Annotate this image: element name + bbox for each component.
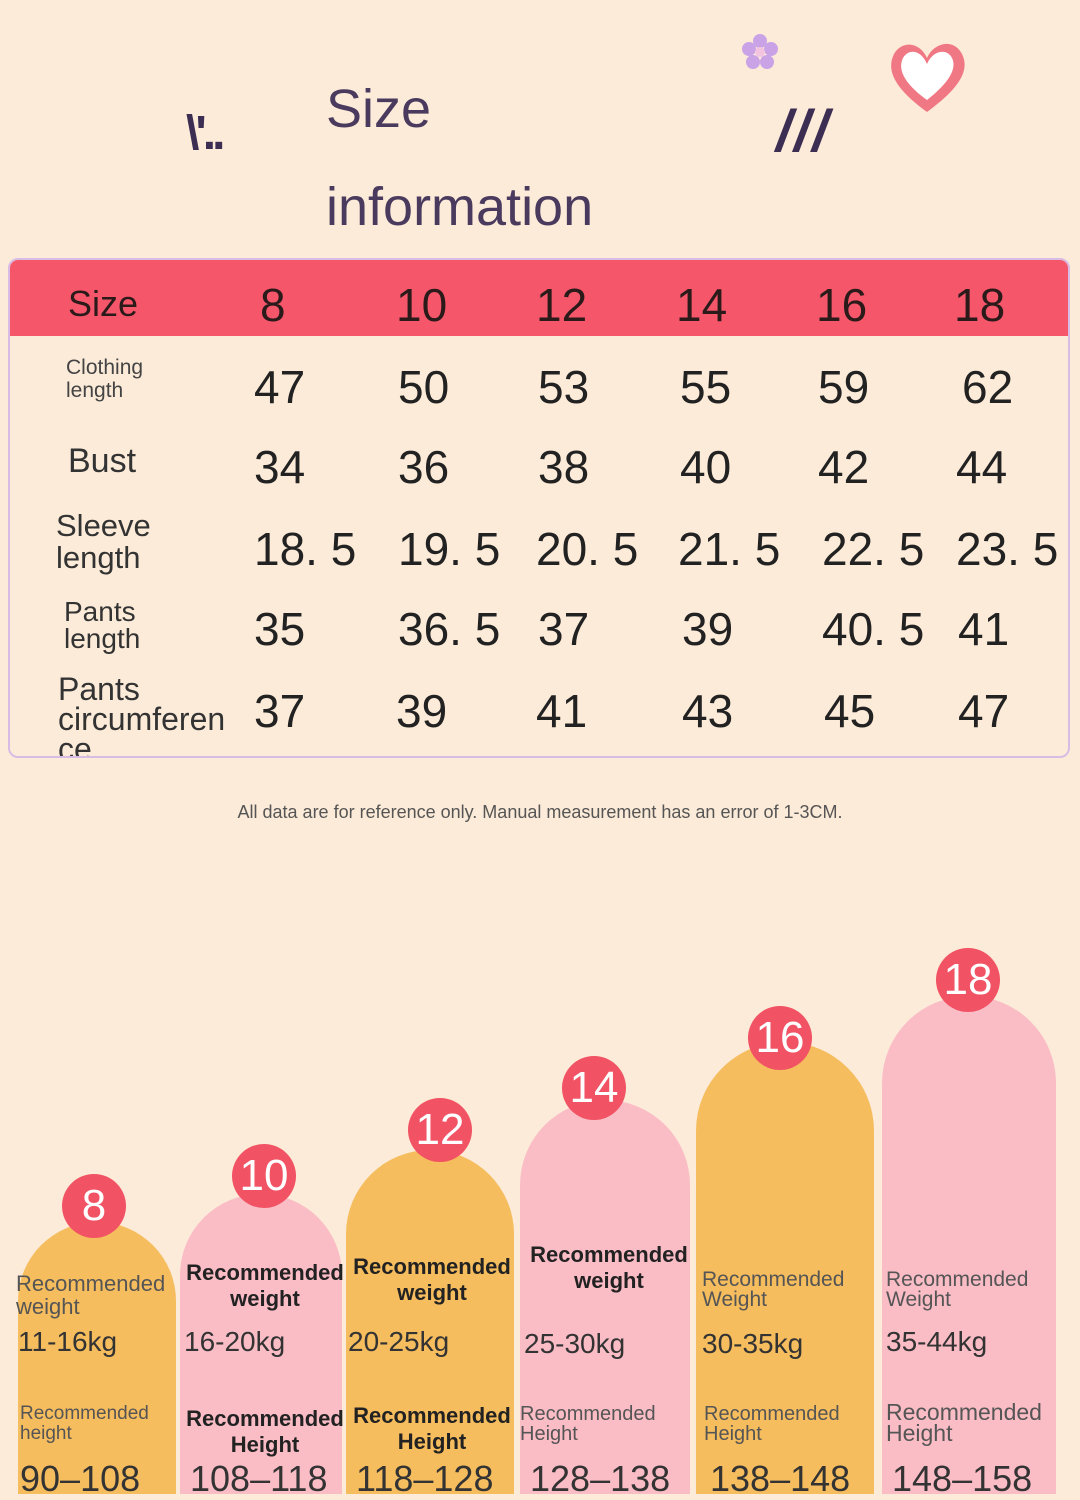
table-cell: 20. 5 bbox=[536, 523, 639, 575]
height-value: 118–128 bbox=[356, 1458, 494, 1499]
size-badge-16: 16 bbox=[748, 1006, 812, 1070]
size-badge-18: 18 bbox=[936, 948, 1000, 1012]
recommendation-column-12 bbox=[346, 1150, 514, 1494]
table-cell: 36 bbox=[398, 441, 450, 493]
header-size: 16 bbox=[816, 279, 868, 331]
header-size: 18 bbox=[954, 279, 1006, 331]
table-cell: 45 bbox=[824, 685, 876, 737]
table-cell: 19. 5 bbox=[398, 523, 501, 575]
size-badge-10: 10 bbox=[232, 1144, 296, 1208]
size-table: Size 8 10 12 14 16 18 Clothing length 47… bbox=[8, 258, 1070, 758]
row-label-pants-length: Pants length bbox=[64, 596, 141, 655]
weight-label: Recommended weight bbox=[530, 1242, 688, 1294]
table-cell: 35 bbox=[254, 603, 306, 655]
weight-value: 11-16kg bbox=[18, 1326, 118, 1357]
row-label-bust: Bust bbox=[68, 442, 137, 480]
decorative-marks-right: /// bbox=[776, 99, 831, 164]
weight-label: Recommended Weight bbox=[886, 1268, 1029, 1312]
table-cell: 22. 5 bbox=[822, 523, 925, 575]
table-cell: 40 bbox=[680, 441, 732, 493]
weight-value: 16-20kg bbox=[184, 1326, 286, 1357]
weight-label: Recommended weight bbox=[186, 1260, 344, 1312]
height-label: Recommended Height bbox=[520, 1403, 656, 1446]
height-label: Recommended Height bbox=[353, 1403, 511, 1455]
table-cell: 21. 5 bbox=[678, 523, 781, 575]
recommendation-column-14 bbox=[520, 1100, 690, 1494]
table-cell: 44 bbox=[956, 441, 1008, 493]
height-value: 90–108 bbox=[20, 1458, 141, 1499]
table-cell: 41 bbox=[958, 603, 1010, 655]
weight-label: Recommended weight bbox=[353, 1254, 511, 1306]
row-label-clothing-length: Clothing length bbox=[66, 356, 144, 403]
header-size-label: Size bbox=[68, 283, 139, 324]
table-cell: 38 bbox=[538, 441, 590, 493]
height-label: Recommended Height bbox=[886, 1399, 1042, 1446]
height-value: 148–158 bbox=[892, 1458, 1033, 1499]
row-label-pants-circumference: Pants circumferen ce bbox=[58, 671, 226, 758]
weight-value: 35-44kg bbox=[886, 1326, 988, 1357]
table-cell: 47 bbox=[958, 685, 1010, 737]
weight-value: 20-25kg bbox=[348, 1326, 450, 1357]
weight-value: 25-30kg bbox=[524, 1328, 626, 1359]
title-line-1: Size bbox=[326, 79, 432, 139]
size-badge-8: 8 bbox=[62, 1174, 126, 1238]
table-cell: 41 bbox=[536, 685, 588, 737]
height-label: Recommended Height bbox=[186, 1406, 344, 1458]
weight-value: 30-35kg bbox=[702, 1328, 804, 1359]
size-badge-12: 12 bbox=[408, 1098, 472, 1162]
height-value: 128–138 bbox=[530, 1458, 671, 1499]
table-cell: 42 bbox=[818, 441, 870, 493]
heart-icon bbox=[891, 43, 965, 112]
table-cell: 39 bbox=[396, 685, 448, 737]
recommendation-column-18 bbox=[882, 996, 1056, 1494]
table-cell: 55 bbox=[680, 361, 732, 413]
header-size: 12 bbox=[536, 279, 588, 331]
table-cell: 23. 5 bbox=[956, 523, 1059, 575]
decorative-marks-left: \'.. bbox=[186, 107, 225, 160]
table-cell: 62 bbox=[962, 361, 1014, 413]
table-cell: 50 bbox=[398, 361, 450, 413]
table-cell: 36. 5 bbox=[398, 603, 501, 655]
table-cell: 40. 5 bbox=[822, 603, 925, 655]
table-cell: 37 bbox=[254, 685, 306, 737]
recommendation-column-8 bbox=[18, 1222, 176, 1494]
height-label: Recommended height bbox=[20, 1403, 149, 1444]
weight-label: Recommended Weight bbox=[702, 1268, 845, 1312]
header-size: 10 bbox=[396, 279, 448, 331]
height-value: 138–148 bbox=[710, 1458, 851, 1499]
table-cell: 39 bbox=[682, 603, 734, 655]
flower-icon bbox=[742, 34, 778, 69]
header-size: 14 bbox=[676, 279, 728, 331]
height-label: Recommended Height bbox=[704, 1403, 840, 1446]
table-header-row: Size 8 10 12 14 16 18 bbox=[10, 260, 1068, 336]
table-cell: 59 bbox=[818, 361, 870, 413]
table-cell: 53 bbox=[538, 361, 590, 413]
measurement-note: All data are for reference only. Manual … bbox=[237, 802, 843, 822]
table-cell: 18. 5 bbox=[254, 523, 357, 575]
table-cell: 47 bbox=[254, 361, 306, 413]
header-size: 8 bbox=[260, 279, 286, 331]
recommendation-column-10 bbox=[180, 1194, 342, 1494]
height-value: 108–118 bbox=[190, 1458, 328, 1499]
recommendation-column-16 bbox=[696, 1042, 874, 1494]
table-cell: 34 bbox=[254, 441, 306, 493]
table-cell: 37 bbox=[538, 603, 590, 655]
size-badge-14: 14 bbox=[562, 1056, 626, 1120]
row-label-sleeve-length: Sleeve length bbox=[56, 508, 151, 575]
weight-label: Recommended weight bbox=[16, 1271, 166, 1320]
table-cell: 43 bbox=[682, 685, 734, 737]
title-line-2: information bbox=[326, 177, 594, 237]
